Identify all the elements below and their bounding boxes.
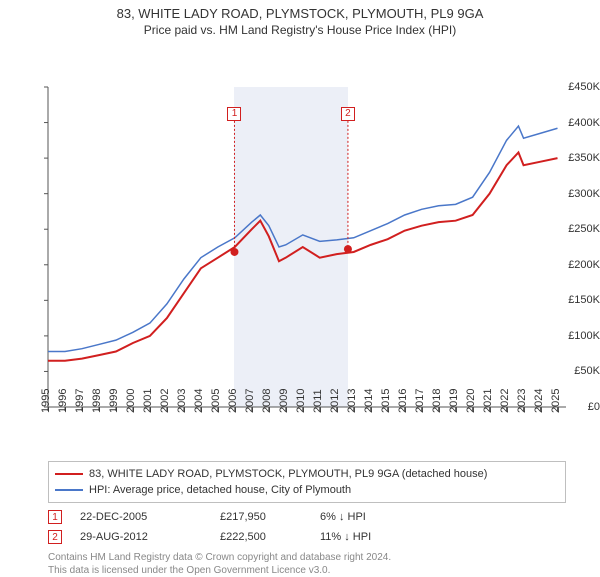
transaction-row: 1 22-DEC-2005£217,9506% ↓ HPI <box>48 507 566 527</box>
legend-item: 83, WHITE LADY ROAD, PLYMSTOCK, PLYMOUTH… <box>55 466 559 482</box>
transaction-date: 29-AUG-2012 <box>80 531 220 543</box>
footnote-line: Contains HM Land Registry data © Crown c… <box>48 551 566 564</box>
transaction-dot <box>230 248 238 256</box>
x-tick-label: 2020 <box>464 389 476 413</box>
chart-svg <box>0 41 600 415</box>
x-tick-label: 2006 <box>227 389 239 413</box>
legend-item: HPI: Average price, detached house, City… <box>55 482 559 498</box>
y-tick-label: £450K <box>558 81 600 93</box>
x-tick-label: 1995 <box>40 389 52 413</box>
y-tick-label: £0 <box>558 401 600 413</box>
transaction-marker: 1 <box>48 510 62 524</box>
x-tick-label: 2014 <box>362 389 374 413</box>
x-tick-label: 2017 <box>413 389 425 413</box>
x-tick-label: 2002 <box>159 389 171 413</box>
transaction-dot <box>344 245 352 253</box>
transaction-date: 22-DEC-2005 <box>80 511 220 523</box>
y-tick-label: £400K <box>558 117 600 129</box>
x-tick-label: 2009 <box>278 389 290 413</box>
y-tick-label: £300K <box>558 188 600 200</box>
x-tick-label: 2019 <box>447 389 459 413</box>
x-tick-label: 2024 <box>532 389 544 413</box>
x-tick-label: 2005 <box>210 389 222 413</box>
transaction-hpi: 6% ↓ HPI <box>320 511 410 523</box>
x-tick-label: 2023 <box>515 389 527 413</box>
legend-label: HPI: Average price, detached house, City… <box>89 484 351 496</box>
y-tick-label: £100K <box>558 330 600 342</box>
x-tick-label: 2004 <box>193 389 205 413</box>
x-tick-label: 2003 <box>176 389 188 413</box>
x-tick-label: 1998 <box>91 389 103 413</box>
x-tick-label: 2001 <box>142 389 154 413</box>
footnote-line: This data is licensed under the Open Gov… <box>48 564 566 577</box>
x-tick-label: 2015 <box>379 389 391 413</box>
legend-swatch <box>55 473 83 475</box>
transaction-marker: 2 <box>48 530 62 544</box>
transaction-price: £217,950 <box>220 511 320 523</box>
y-tick-label: £50K <box>558 365 600 377</box>
x-tick-label: 2013 <box>345 389 357 413</box>
transaction-row: 2 29-AUG-2012£222,50011% ↓ HPI <box>48 527 566 547</box>
transaction-flag: 1 <box>227 107 241 121</box>
x-tick-label: 2007 <box>244 389 256 413</box>
series-line-hpi <box>48 126 558 351</box>
x-tick-label: 2000 <box>125 389 137 413</box>
transaction-flag: 2 <box>341 107 355 121</box>
transaction-table: 1 22-DEC-2005£217,9506% ↓ HPI 2 29-AUG-2012… <box>48 507 566 547</box>
x-tick-label: 2021 <box>481 389 493 413</box>
x-tick-label: 1999 <box>108 389 120 413</box>
x-tick-label: 1996 <box>57 389 69 413</box>
chart-area: £0 £50K £100K £150K £200K £250K £300K £350K £400… <box>0 41 600 455</box>
x-tick-label: 2018 <box>430 389 442 413</box>
chart-title-line1: 83, WHITE LADY ROAD, PLYMSTOCK, PLYMOUTH… <box>0 0 600 21</box>
y-tick-label: £200K <box>558 259 600 271</box>
transaction-price: £222,500 <box>220 531 320 543</box>
legend: 83, WHITE LADY ROAD, PLYMSTOCK, PLYMOUTH… <box>48 461 566 503</box>
transaction-hpi: 11% ↓ HPI <box>320 531 410 543</box>
x-tick-label: 2016 <box>396 389 408 413</box>
x-tick-label: 2025 <box>549 389 561 413</box>
x-tick-label: 1997 <box>74 389 86 413</box>
legend-label: 83, WHITE LADY ROAD, PLYMSTOCK, PLYMOUTH… <box>89 468 487 480</box>
x-tick-label: 2022 <box>498 389 510 413</box>
footnote: Contains HM Land Registry data © Crown c… <box>48 551 566 577</box>
legend-swatch <box>55 489 83 491</box>
x-tick-label: 2008 <box>261 389 273 413</box>
x-tick-label: 2011 <box>312 389 324 413</box>
y-tick-label: £150K <box>558 294 600 306</box>
x-tick-label: 2012 <box>328 389 340 413</box>
x-tick-label: 2010 <box>295 389 307 413</box>
chart-title-line2: Price paid vs. HM Land Registry's House … <box>0 21 600 41</box>
y-tick-label: £350K <box>558 152 600 164</box>
y-tick-label: £250K <box>558 223 600 235</box>
